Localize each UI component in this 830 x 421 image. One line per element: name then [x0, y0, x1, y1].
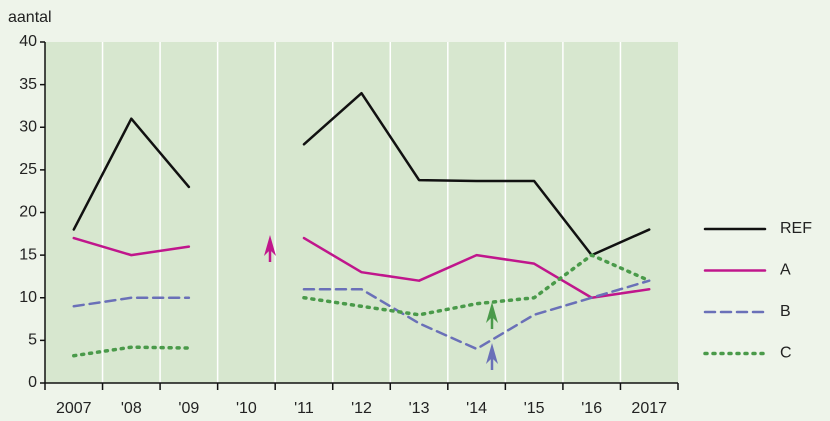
y-tick-label: 35 [19, 76, 37, 93]
x-tick-label: '08 [121, 400, 142, 417]
series-lines [72, 91, 651, 358]
legend-label: REF [780, 220, 812, 237]
x-tick-label: '11 [294, 400, 314, 417]
y-tick-label: 0 [28, 374, 37, 391]
y-tick-label: 10 [19, 289, 37, 306]
x-tick-label: '14 [466, 400, 487, 417]
x-tick-label: '15 [524, 400, 545, 417]
x-tick-label: 2017 [631, 400, 667, 417]
arrow-marker [486, 343, 498, 364]
arrow-marker [486, 302, 498, 323]
plot-area [45, 42, 678, 383]
legend-label: B [780, 303, 791, 320]
x-tick-label: 2007 [56, 400, 92, 417]
y-tick-label: 25 [19, 161, 37, 178]
legend-label: A [780, 262, 791, 279]
x-tick-label: '16 [581, 400, 602, 417]
y-axis-label: aantal [8, 9, 52, 26]
y-tick-label: 5 [28, 332, 37, 349]
x-tick-label: '09 [178, 400, 199, 417]
legend-label: C [780, 345, 792, 362]
grid [101, 42, 622, 383]
y-tick-label: 15 [19, 246, 37, 263]
series-line [72, 279, 651, 351]
y-tick-label: 20 [19, 204, 37, 221]
x-tick-label: '10 [236, 400, 257, 417]
y-tick-label: 30 [19, 118, 37, 135]
x-tick-label: '12 [351, 400, 372, 417]
y-tick-label: 40 [19, 33, 37, 50]
series-line [72, 253, 651, 358]
arrow-marker [264, 235, 276, 256]
x-tick-label: '13 [409, 400, 430, 417]
